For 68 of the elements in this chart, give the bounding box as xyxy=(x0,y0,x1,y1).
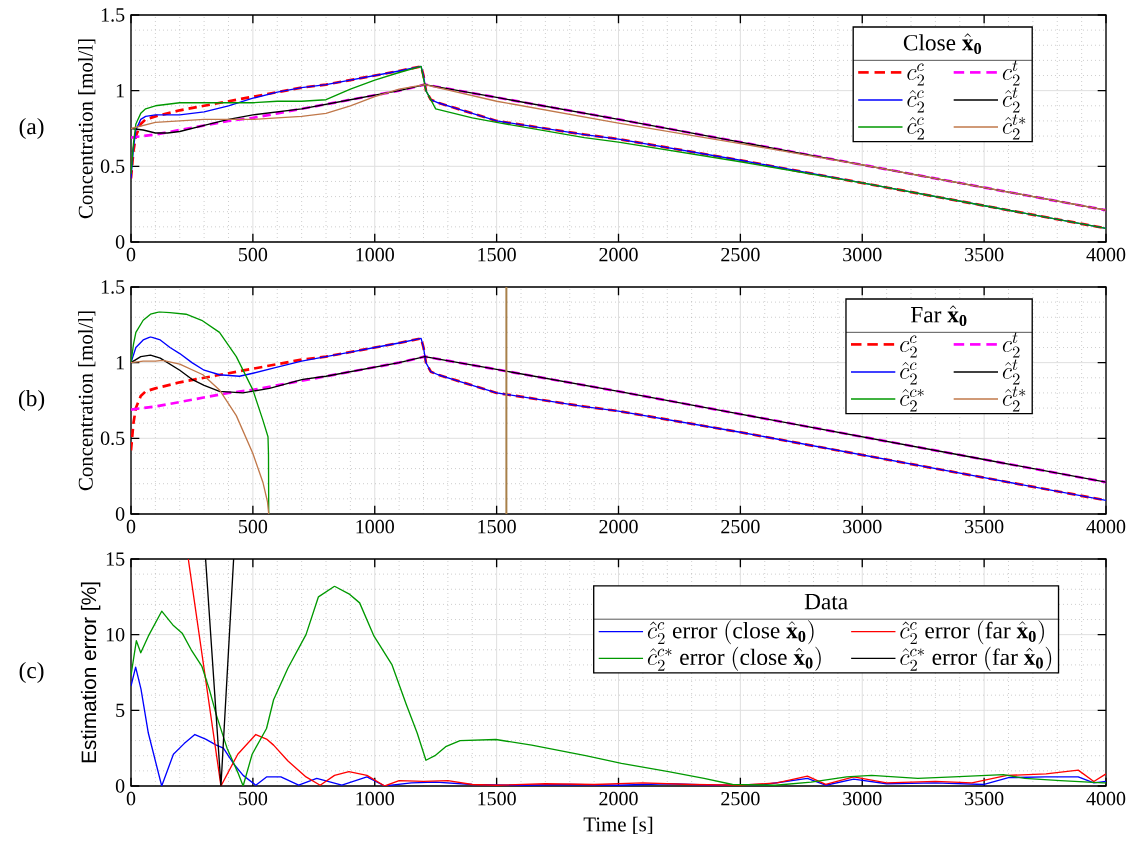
x-axis-title: Time [s] xyxy=(583,816,653,835)
x-tick-label: 2500 xyxy=(721,247,760,262)
legend-title: $\mathrm{Far}\ \hat{\mathbf{x}}_{\mathbf{0}}$ xyxy=(910,305,967,327)
x-tick-label: 1000 xyxy=(356,247,394,262)
x-tick-label: 3000 xyxy=(843,519,882,534)
x-tick-label: 4000 xyxy=(1086,519,1126,534)
y-tick-label: 0.5 xyxy=(100,431,125,446)
y-tick-label: 1.5 xyxy=(101,8,125,22)
x-tick-label: 2000 xyxy=(599,519,638,534)
y-tick-label: 0 xyxy=(115,507,125,521)
legend-label: $c_2^t$ xyxy=(1002,60,1020,86)
x-tick-label: 2500 xyxy=(721,519,760,534)
legend-label: $\hat{c}_2^c\ \mathrm{error\ (far}\ \hat{\mathbf{x}}_{\mathbf{0}}\mathrm{)}$ xyxy=(900,620,1044,645)
x-tick-label: 500 xyxy=(239,791,268,806)
x-tick-label: 3000 xyxy=(843,247,882,262)
legend-label: $\hat{c}_2^t$ xyxy=(1002,87,1020,113)
x-tick-label: 500 xyxy=(239,519,268,534)
x-tick-label: 4000 xyxy=(1086,247,1126,262)
y-axis-title: Concentration [mol/l] xyxy=(78,311,96,491)
x-tick-label: 1500 xyxy=(478,519,516,534)
y-tick-label: 15 xyxy=(106,552,125,566)
legend-label: $\hat{c}_2^c\ \mathrm{error\ (close}\ \hat{\mathbf{x}}_{\mathbf{0}}\mathrm{)}$ xyxy=(647,620,814,645)
x-tick-label: 2500 xyxy=(721,791,760,806)
x-tick-label: 2000 xyxy=(599,247,638,262)
x-tick-label: 3500 xyxy=(965,791,1004,806)
y-tick-label: 0 xyxy=(115,235,125,249)
x-tick-label: 1500 xyxy=(478,247,516,262)
legend-label: $\hat{c}_2^{c*}\ \mathrm{error\ (close}\ \hat{\mathbf{x}}_{\mathbf{0}}\mathrm{)}$ xyxy=(647,646,821,671)
y-axis-title: Concentration [mol/l] xyxy=(78,39,96,219)
y-tick-label: 10 xyxy=(106,627,125,642)
x-tick-label: 0 xyxy=(126,519,136,534)
y-axis-title: Estimation error [%] xyxy=(80,582,101,763)
y-tick-label: 1 xyxy=(116,84,124,98)
y-tick-label: 1 xyxy=(116,356,124,370)
legend-title: $\mathrm{Data}$ xyxy=(804,593,848,610)
y-tick-label: 5 xyxy=(116,703,125,717)
x-tick-label: 4000 xyxy=(1086,791,1126,806)
legend-title: $\mathrm{Close}\ \hat{\mathbf{x}}_{\mathbf{0}}$ xyxy=(903,33,982,55)
legend-label: $\hat{c}_2^t$ xyxy=(1002,359,1020,385)
legend-label: $c_2^c$ xyxy=(900,335,917,358)
text: (a) xyxy=(19,117,44,140)
legend-label: $\hat{c}_2^{t*}$ xyxy=(1002,386,1026,412)
legend-label: $\hat{c}_2^{c*}\ \mathrm{error\ (far}\ \hat{\mathbf{x}}_{\mathbf{0}}\mathrm{)}$ xyxy=(900,646,1052,671)
x-tick-label: 3500 xyxy=(965,519,1004,534)
legend-label: $\hat{c}_2^c$ xyxy=(900,361,917,385)
legend-label: $\hat{c}_2^{c*}$ xyxy=(900,388,924,412)
legend-label: $c_2^t$ xyxy=(1002,332,1020,358)
line-series xyxy=(131,585,1106,786)
x-tick-label: 2000 xyxy=(599,791,638,806)
x-tick-label: 1000 xyxy=(356,519,394,534)
x-tick-label: 3000 xyxy=(843,791,882,806)
x-tick-label: 1000 xyxy=(356,791,394,806)
line-series xyxy=(131,359,270,514)
legend-label: $\hat{c}_2^c$ xyxy=(907,89,924,113)
legend-label: $c_2^c$ xyxy=(907,63,924,86)
y-tick-label: 0.5 xyxy=(100,159,125,174)
text: (b) xyxy=(18,389,45,412)
legend-label: $\hat{c}_2^{t*}$ xyxy=(1002,114,1026,140)
x-tick-label: 0 xyxy=(126,791,136,806)
text: (c) xyxy=(19,661,44,684)
x-tick-label: 1500 xyxy=(478,791,516,806)
line-series xyxy=(187,558,1106,786)
legend-label: $\hat{c}_2^c$ xyxy=(907,116,924,140)
x-tick-label: 0 xyxy=(126,247,136,262)
x-tick-label: 3500 xyxy=(965,247,1004,262)
x-tick-label: 500 xyxy=(239,247,268,262)
y-tick-label: 1.5 xyxy=(101,280,125,294)
y-tick-label: 0 xyxy=(115,779,125,793)
